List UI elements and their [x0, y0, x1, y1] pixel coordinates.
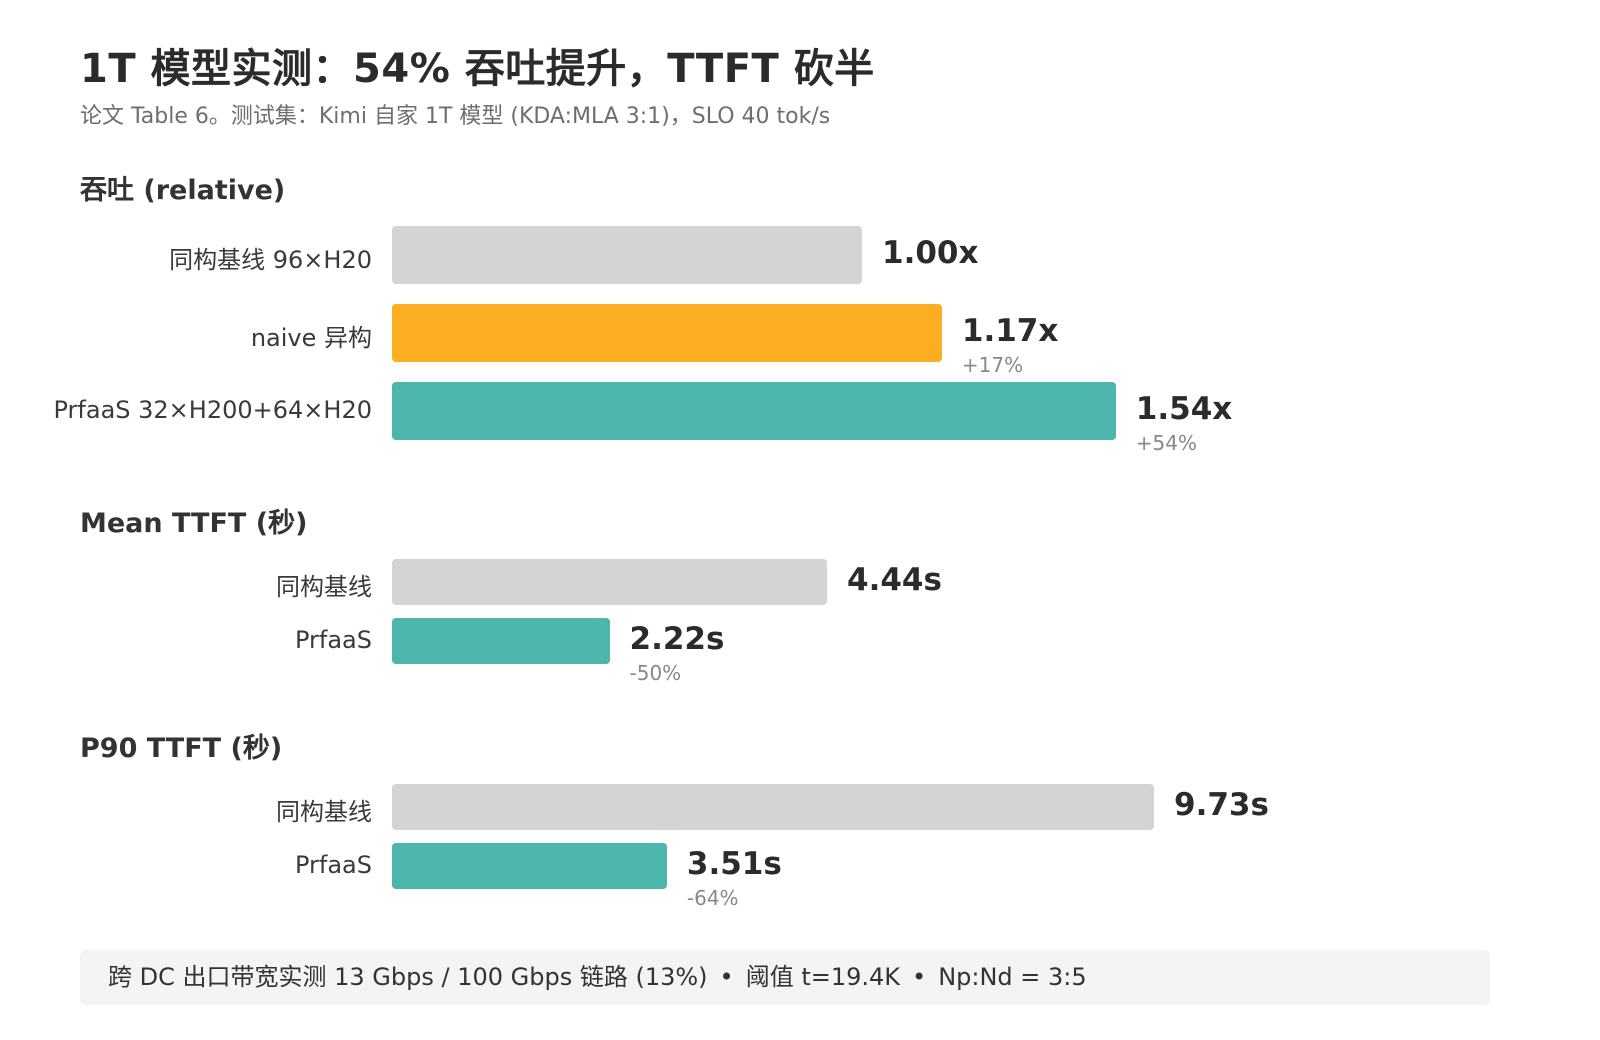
bar-p90-ttft — [392, 784, 1154, 830]
section-title-p90-ttft: P90 TTFT (秒) — [80, 733, 283, 764]
value-label: 1.17x — [961, 313, 1059, 349]
footer-separator: • — [719, 963, 734, 991]
category-label: naive 异构 — [250, 324, 372, 352]
section-title-mean-ttft: Mean TTFT (秒) — [80, 508, 308, 539]
value-label: 9.73s — [1174, 787, 1269, 823]
value-label: 1.00x — [882, 235, 979, 271]
bar-p90-ttft — [392, 843, 667, 889]
footer-separator: • — [912, 963, 927, 991]
category-label: PrfaaS 32×H200+64×H20 — [53, 396, 373, 424]
value-label: 4.44s — [847, 562, 942, 598]
delta-label: -50% — [629, 661, 682, 685]
delta-label: +54% — [1135, 431, 1198, 455]
section-title-throughput: 吞吐 (relative) — [80, 175, 286, 206]
footer-note: 跨 DC 出口带宽实测 13 Gbps / 100 Gbps 链路 (13%) •… — [80, 950, 1490, 1005]
chart-subtitle: 论文 Table 6。测试集：Kimi 自家 1T 模型 (KDA:MLA 3:… — [80, 104, 831, 129]
value-label: 3.51s — [686, 846, 782, 882]
value-label: 2.22s — [629, 621, 725, 657]
delta-label: -64% — [686, 886, 739, 910]
bar-throughput — [392, 382, 1116, 440]
category-label: PrfaaS — [294, 626, 372, 654]
bar-mean-ttft — [392, 559, 827, 605]
bar-throughput — [392, 304, 942, 362]
delta-label: +17% — [961, 353, 1024, 377]
bar-mean-ttft — [392, 618, 610, 664]
footer-item-threshold: 阈值 t=19.4K — [745, 963, 901, 991]
category-label: 同构基线 — [276, 573, 372, 601]
category-label: 同构基线 96×H20 — [169, 246, 372, 274]
category-label: PrfaaS — [294, 851, 372, 879]
footer-item-bandwidth: 跨 DC 出口带宽实测 13 Gbps / 100 Gbps 链路 (13%) — [108, 963, 708, 991]
value-label: 1.54x — [1135, 391, 1233, 427]
footer-item-ratio: Np:Nd = 3:5 — [938, 963, 1087, 991]
bar-throughput — [392, 226, 862, 284]
chart-title: 1T 模型实测：54% 吞吐提升，TTFT 砍半 — [80, 46, 875, 92]
category-label: 同构基线 — [276, 798, 372, 826]
